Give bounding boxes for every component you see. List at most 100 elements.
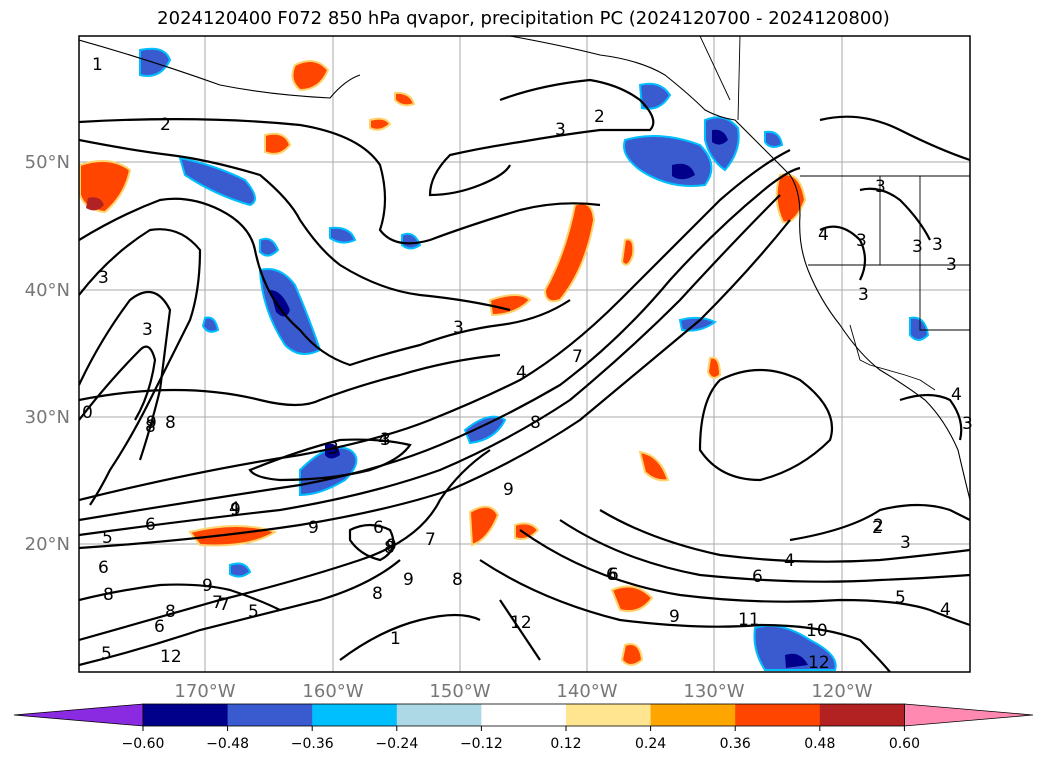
precip-patch bbox=[178, 156, 256, 207]
contour-line bbox=[79, 138, 511, 312]
colorbar-extend-low bbox=[13, 703, 144, 727]
colorbar-segment bbox=[819, 704, 905, 726]
lat-label-40n: 40°N bbox=[25, 280, 70, 301]
colorbar-segment bbox=[396, 704, 482, 726]
contour-line bbox=[789, 503, 970, 542]
precip-patch bbox=[672, 163, 695, 180]
map-title: 2024120400 F072 850 hPa qvapor, precipit… bbox=[157, 8, 890, 29]
contour-label: 12 bbox=[808, 653, 830, 673]
contour-line bbox=[79, 228, 202, 506]
contour-label: 9 bbox=[403, 570, 414, 590]
colorbar-tick-label: −0.24 bbox=[375, 736, 418, 752]
precip-patch bbox=[468, 505, 500, 547]
contour-label: 8 bbox=[452, 570, 463, 590]
colorbar-extend-high bbox=[904, 703, 1034, 727]
colorbar-segment bbox=[735, 704, 821, 726]
contour-label: 2 bbox=[160, 115, 171, 135]
contour-label: 9 bbox=[386, 536, 397, 556]
colorbar-tick-label: 0.24 bbox=[635, 736, 666, 752]
contour-label: 3 bbox=[328, 439, 339, 459]
contour-label: 3 bbox=[875, 177, 886, 197]
precip-patch bbox=[706, 356, 722, 379]
contour-label: 1 bbox=[92, 55, 103, 75]
lat-label-20n: 20°N bbox=[25, 534, 70, 555]
precip-patch bbox=[764, 130, 784, 148]
border-alaska-canada bbox=[699, 36, 741, 121]
contour-line bbox=[248, 438, 412, 482]
precip-patch bbox=[514, 522, 540, 540]
contour-line bbox=[79, 583, 281, 611]
contour-label: 6 bbox=[154, 617, 165, 637]
contour-line bbox=[499, 599, 541, 661]
colorbar-segment bbox=[650, 704, 736, 726]
contour-label: 2 bbox=[872, 518, 883, 538]
map-frame bbox=[78, 35, 971, 673]
contour-label: 8 bbox=[165, 602, 176, 622]
colorbar-tick-label: −0.12 bbox=[460, 736, 503, 752]
precip-patch bbox=[264, 132, 292, 155]
contour-label: 0 bbox=[82, 403, 93, 423]
colorbar-tick-label: 0.12 bbox=[550, 736, 581, 752]
contour-line bbox=[79, 197, 571, 367]
latitude-labels: 50°N 40°N 30°N 20°N bbox=[25, 152, 70, 555]
contour-line bbox=[519, 529, 970, 627]
precip-patch bbox=[638, 450, 670, 482]
colorbar-segment bbox=[227, 704, 313, 726]
contour-label: 10 bbox=[806, 621, 828, 641]
contour-label: 3 bbox=[856, 231, 867, 251]
contour-line bbox=[428, 78, 655, 197]
lon-label-170w: 170°W bbox=[174, 681, 235, 702]
contour-label: 7 bbox=[212, 593, 223, 613]
precip-patch bbox=[785, 653, 808, 668]
contour-line bbox=[79, 166, 801, 522]
contour-label: 8 bbox=[145, 417, 156, 437]
contour-label: 6 bbox=[608, 565, 619, 585]
contour-label: 9 bbox=[669, 607, 680, 627]
colorbar-tick-label: 0.36 bbox=[720, 736, 751, 752]
contour-label: 5 bbox=[101, 644, 112, 664]
contour-line bbox=[79, 353, 501, 407]
contour-label: 2 bbox=[594, 107, 605, 127]
precip-patch bbox=[620, 238, 635, 266]
colorbar-frame bbox=[142, 703, 905, 727]
contour-label: 2 bbox=[873, 516, 884, 536]
colorbar-tick-label: −0.36 bbox=[291, 736, 334, 752]
longitude-labels: 170°W 160°W 150°W 140°W 130°W 120°W bbox=[174, 681, 872, 702]
colorbar-tick-label: −0.60 bbox=[122, 736, 165, 752]
precip-patch bbox=[259, 237, 280, 257]
lon-label-120w: 120°W bbox=[811, 681, 872, 702]
contour-label: 1 bbox=[390, 629, 401, 649]
precip-patch bbox=[401, 232, 422, 250]
contour-line bbox=[819, 115, 970, 162]
contour-label: 7 bbox=[425, 530, 436, 550]
coastline-alaska-peninsula bbox=[79, 39, 361, 99]
contour-label: 7 bbox=[572, 347, 583, 367]
contour-line bbox=[79, 449, 491, 642]
precip-patch bbox=[463, 415, 507, 445]
contour-label: 3 bbox=[932, 235, 943, 255]
contour-line bbox=[348, 523, 395, 562]
contour-label: 3 bbox=[555, 120, 566, 140]
contour-label: 3 bbox=[912, 237, 923, 257]
contour-label: 7 bbox=[219, 595, 230, 615]
contour-label: 4 bbox=[784, 551, 795, 571]
contour-line bbox=[79, 345, 157, 421]
lat-label-50n: 50°N bbox=[25, 152, 70, 173]
contour-label: 9 bbox=[308, 518, 319, 538]
contour-line bbox=[79, 219, 791, 550]
contour-label: 9 bbox=[202, 576, 213, 596]
contour-label: 11 bbox=[738, 610, 760, 630]
contour-label: 12 bbox=[160, 647, 182, 667]
contour-line bbox=[698, 368, 834, 482]
contour-label: 9 bbox=[230, 500, 241, 520]
contour-label: 4 bbox=[378, 430, 389, 450]
contour-line bbox=[479, 559, 891, 672]
contour-label: 4 bbox=[951, 385, 962, 405]
contour-label: 9 bbox=[146, 413, 157, 433]
contour-label: 3 bbox=[380, 430, 391, 450]
contour-label: 4 bbox=[940, 600, 951, 620]
colorbar-segment bbox=[481, 704, 567, 726]
contour-label: 8 bbox=[530, 413, 541, 433]
contour-label: 6 bbox=[606, 565, 617, 585]
